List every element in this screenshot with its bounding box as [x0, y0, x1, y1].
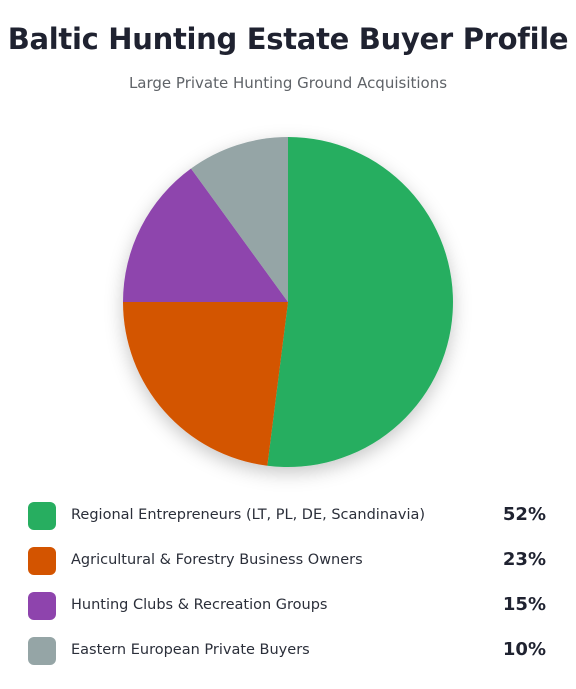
legend-value: 10% [502, 639, 546, 660]
chart-title: Baltic Hunting Estate Buyer Profile [7, 22, 569, 56]
legend-swatch [28, 547, 56, 575]
legend-value: 52% [502, 504, 546, 525]
pie-slice [123, 168, 288, 302]
pie-chart [123, 137, 453, 468]
legend-item: Hunting Clubs & Recreation Groups 15% [28, 590, 548, 620]
legend-item: Agricultural & Forestry Business Owners … [28, 545, 548, 575]
legend-label: Hunting Clubs & Recreation Groups [71, 597, 328, 613]
legend-swatch [28, 592, 56, 620]
legend-value: 23% [502, 549, 546, 570]
pie-slice [123, 302, 288, 466]
legend-swatch [28, 637, 56, 665]
legend-swatch [28, 502, 56, 530]
pie-slice [267, 137, 453, 468]
pie-slice [191, 137, 288, 302]
legend-value: 15% [502, 594, 546, 615]
legend-label: Eastern European Private Buyers [71, 642, 310, 658]
legend-label: Regional Entrepreneurs (LT, PL, DE, Scan… [71, 507, 426, 523]
chart-subtitle: Large Private Hunting Ground Acquisition… [128, 74, 448, 92]
legend-item: Regional Entrepreneurs (LT, PL, DE, Scan… [28, 500, 548, 530]
legend-item: Eastern European Private Buyers 10% [28, 635, 548, 665]
legend-label: Agricultural & Forestry Business Owners [71, 552, 363, 568]
